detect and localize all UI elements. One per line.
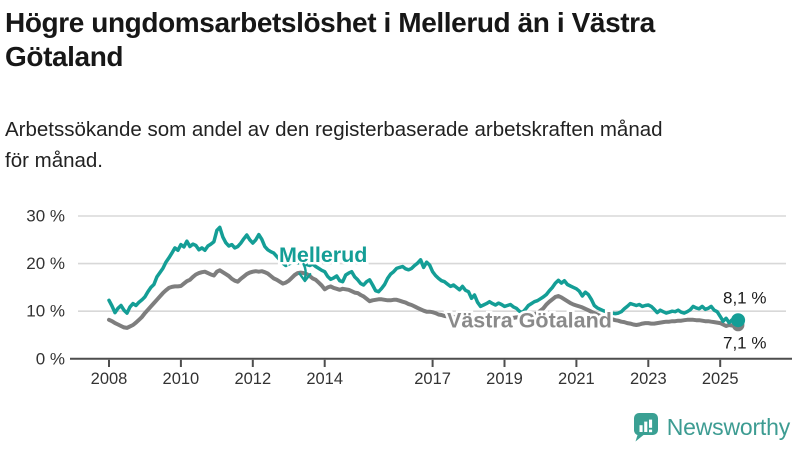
y-tick-label: 0 % [36,349,65,368]
x-tick-label: 2008 [91,370,128,388]
x-tick-label: 2025 [702,370,739,388]
newsworthy-logo-text: Newsworthy [666,413,790,440]
y-tick-label: 20 % [26,254,65,273]
x-tick-label: 2014 [306,370,343,388]
line-chart: 2008 2010 2012 2014 2017 2019 2021 2023 … [0,195,800,405]
x-tick-label: 2021 [558,370,595,388]
y-tick-label: 10 % [26,302,65,321]
x-tick-label: 2019 [486,370,523,388]
x-tick-label: 2010 [163,370,200,388]
mellerud-label-arrow-icon [298,262,312,283]
newsworthy-logo[interactable]: Newsworthy [632,411,790,443]
title-line-2: Götaland [5,41,124,72]
mellerud-line [107,225,740,325]
y-axis-labels: 0 % 10 % 20 % 30 % [26,207,65,369]
page-title: Högre ungdomsarbetslöshet i Mellerud än … [5,6,793,74]
mellerud-end-dot [731,313,746,328]
chart-svg: 2008 2010 2012 2014 2017 2019 2021 2023 … [26,207,792,388]
subtitle-line-2: för månad. [5,149,103,172]
bar-chart-speech-bubble-icon [633,413,658,442]
mellerud-end-value-label: 8,1 % [723,289,766,308]
x-axis-labels: 2008 2010 2012 2014 2017 2019 2021 2023 … [91,370,739,388]
vastra-gotaland-series-label: Västra Götaland [447,309,612,333]
x-tick-label: 2012 [234,370,271,388]
x-tick-label: 2017 [414,370,451,388]
title-line-1: Högre ungdomsarbetslöshet i Mellerud än … [5,7,655,38]
x-axis-ticks [108,359,722,367]
vastra-gotaland-end-value-label: 7,1 % [723,334,766,353]
chart-subtitle: Arbetssökande som andel av den registerb… [5,114,795,176]
vastra-gotaland-line [107,268,741,330]
gridlines [78,215,786,312]
mellerud-series-label: Mellerud [279,243,367,267]
x-tick-label: 2023 [630,370,667,388]
subtitle-line-1: Arbetssökande som andel av den registerb… [5,118,663,141]
y-tick-label: 30 % [26,207,65,226]
